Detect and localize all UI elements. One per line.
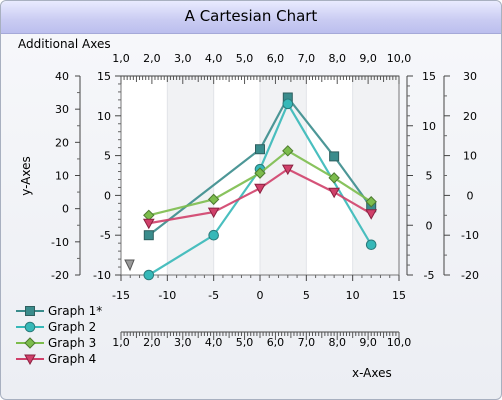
legend: Graph 1* Graph 2 Graph 3 Graph 4 [16,303,102,367]
top-x-axis-tick-label: 6,0 [267,52,285,65]
x-axis-tick-label: 0 [257,289,264,302]
data-point-graph-1 [329,151,340,162]
data-point-graph-3 [282,145,294,157]
legend-swatch-graph-4 [16,354,44,365]
bottom-secondary-x-axis-tick-label: 3,0 [174,336,192,349]
y-axis-tick-label: -5 [100,229,111,242]
outer-left-y-tick-label: -10 [51,236,69,249]
legend-marker-graph-4 [24,354,36,365]
x-axis-title: x-Axes [352,366,392,380]
data-point-graph-3 [365,196,377,208]
top-x-axis-tick-label: 7,0 [298,52,316,65]
y-axis-tick-label: 15 [97,70,111,83]
top-x-axis-tick-label: 4,0 [205,52,223,65]
outer-right-y-tick-label: -20 [461,269,479,282]
legend-swatch-graph-1 [16,306,44,316]
outer-right-y-tick-label: 20 [463,110,477,123]
series-line-graph-4 [148,167,372,225]
data-point-graph-3 [328,172,340,184]
legend-swatch-graph-3 [16,337,44,349]
top-x-axis-tick-label: 10,0 [387,52,412,65]
plot-band [352,76,399,275]
bottom-secondary-x-axis-tick-label: 1,0 [112,336,130,349]
legend-item-graph-1[interactable]: Graph 1* [16,303,102,319]
legend-marker-graph-3 [24,337,36,349]
outer-left-y-tick-label: 0 [62,203,69,216]
y-axis-tick-label: 10 [97,110,111,123]
data-point-graph-2 [282,98,294,110]
data-point-graph-2 [365,239,377,251]
data-point-graph-4 [207,207,220,219]
bottom-secondary-x-axis-tick-label: 7,0 [298,336,316,349]
legend-item-graph-4[interactable]: Graph 4 [16,351,102,367]
x-axis-tick-label: 10 [346,289,360,302]
data-point-graph-1 [143,230,154,241]
legend-label-graph-3: Graph 3 [48,336,97,350]
outer-left-y-tick-label: 40 [55,70,69,83]
outer-right-y-tick-label: -10 [461,229,479,242]
outer-left-y-tick-label: 30 [55,103,69,116]
inner-right-y-tick-label: 0 [426,219,433,232]
x-axis-tick-label: -10 [158,289,176,302]
top-x-axis-tick-label: 8,0 [328,52,346,65]
plot-band [167,76,214,275]
cursor-icon [124,259,135,272]
data-point-graph-2 [208,229,219,241]
top-x-axis-tick-label: 1,0 [112,52,130,65]
legend-swatch-graph-2 [16,321,44,333]
legend-item-graph-2[interactable]: Graph 2 [16,319,102,335]
title-bar: A Cartesian Chart [1,1,501,34]
y-axis-tick-label: 5 [104,150,111,163]
top-x-axis-tick-label: 9,0 [359,52,377,65]
top-x-axis-tick-label: 3,0 [174,52,192,65]
data-point-graph-3 [207,193,220,206]
inner-right-y-tick-label: 10 [422,120,436,133]
x-axis-tick-label: 5 [303,289,310,302]
y-axis-tick-label: 0 [104,189,111,202]
bottom-secondary-x-axis-tick-label: 8,0 [328,336,346,349]
x-axis-tick-label: -5 [208,289,219,302]
series-line-graph-3 [148,149,372,217]
legend-label-graph-4: Graph 4 [48,352,97,366]
data-point-graph-2 [143,269,155,281]
legend-marker-graph-1 [25,306,35,316]
bottom-secondary-x-axis-tick-label: 6,0 [267,336,285,349]
legend-label-graph-1: Graph 1* [48,304,103,318]
outer-right-y-tick-label: 30 [463,70,477,83]
outer-right-y-tick-label: 10 [463,150,477,163]
inner-right-y-tick-label: -5 [424,269,435,282]
bottom-secondary-x-axis-tick-label: 4,0 [205,336,223,349]
outer-right-y-tick-label: 0 [467,189,474,202]
chart-subtitle: Additional Axes [18,37,111,51]
data-point-graph-3 [254,167,266,179]
bottom-secondary-x-axis-tick-label: 5,0 [236,336,254,349]
data-point-graph-4 [365,209,378,220]
data-point-graph-4 [142,218,155,230]
legend-item-graph-3[interactable]: Graph 3 [16,335,102,351]
inner-right-y-tick-label: 15 [422,70,436,83]
chart-title: A Cartesian Chart [184,7,318,25]
data-point-graph-1 [255,144,265,155]
data-point-graph-4 [254,183,266,195]
inner-right-y-tick-label: 5 [426,170,433,183]
legend-marker-graph-2 [24,321,36,333]
data-point-graph-4 [328,187,340,199]
bottom-secondary-x-axis-tick-label: 9,0 [359,336,377,349]
top-x-axis-tick-label: 5,0 [236,52,254,65]
bottom-secondary-x-axis-tick-label: 2,0 [143,336,161,349]
outer-left-y-tick-label: 20 [55,136,69,149]
y-axis-title: y-Axes [19,156,33,196]
top-x-axis-tick-label: 2,0 [143,52,161,65]
bottom-secondary-x-axis-tick-label: 10,0 [387,336,412,349]
y-axis-tick-label: -10 [93,269,111,282]
data-point-graph-4 [281,164,294,176]
legend-label-graph-2: Graph 2 [48,320,97,334]
outer-left-y-tick-label: 10 [55,170,69,183]
outer-left-y-tick-label: -20 [51,269,69,282]
x-axis-tick-label: 15 [392,289,406,302]
x-axis-tick-label: -15 [112,289,130,302]
